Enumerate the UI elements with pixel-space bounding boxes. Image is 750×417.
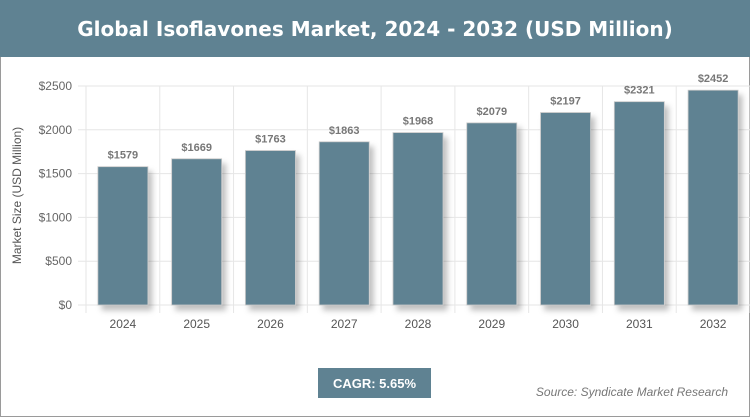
chart-title: Global Isoflavones Market, 2024 - 2032 (… xyxy=(0,0,750,57)
data-label: $1669 xyxy=(181,142,212,154)
source-note: Source: Syndicate Market Research xyxy=(535,385,728,399)
x-tick-label: 2032 xyxy=(700,317,727,331)
x-tick-label: 2026 xyxy=(257,317,284,331)
bar-2026 xyxy=(245,150,296,306)
y-axis-title: Market Size (USD Million) xyxy=(10,127,24,264)
data-label: $2079 xyxy=(476,106,507,118)
x-tick-label: 2031 xyxy=(626,317,653,331)
bar-2032 xyxy=(687,89,739,306)
y-tick-label: $0 xyxy=(59,298,73,312)
bar-2028 xyxy=(392,132,444,306)
cagr-badge: CAGR: 5.65% xyxy=(318,368,431,398)
x-tick-label: 2027 xyxy=(331,317,358,331)
y-tick-label: $2000 xyxy=(39,123,73,137)
data-label: $2321 xyxy=(624,85,655,97)
y-tick-label: $1500 xyxy=(39,167,73,181)
bar-2031 xyxy=(613,101,665,306)
y-tick-label: $500 xyxy=(45,254,72,268)
bar-2030 xyxy=(540,112,591,306)
x-tick-label: 2024 xyxy=(110,317,137,331)
data-label: $1863 xyxy=(329,125,360,137)
bar-2029 xyxy=(466,122,518,306)
data-label: $1579 xyxy=(108,150,139,162)
x-tick-label: 2030 xyxy=(552,317,579,331)
bar-2025 xyxy=(171,158,223,306)
y-tick-label: $1000 xyxy=(39,210,73,224)
data-label: $1763 xyxy=(255,134,286,146)
bar-2027 xyxy=(318,141,370,306)
bar-2024 xyxy=(97,166,149,306)
data-label: $1968 xyxy=(403,116,434,128)
x-tick-label: 2028 xyxy=(405,317,432,331)
data-label: $2452 xyxy=(698,73,729,85)
x-tick-label: 2029 xyxy=(478,317,505,331)
x-tick-label: 2025 xyxy=(183,317,210,331)
data-label: $2197 xyxy=(550,96,581,108)
y-tick-label: $2500 xyxy=(39,79,73,93)
